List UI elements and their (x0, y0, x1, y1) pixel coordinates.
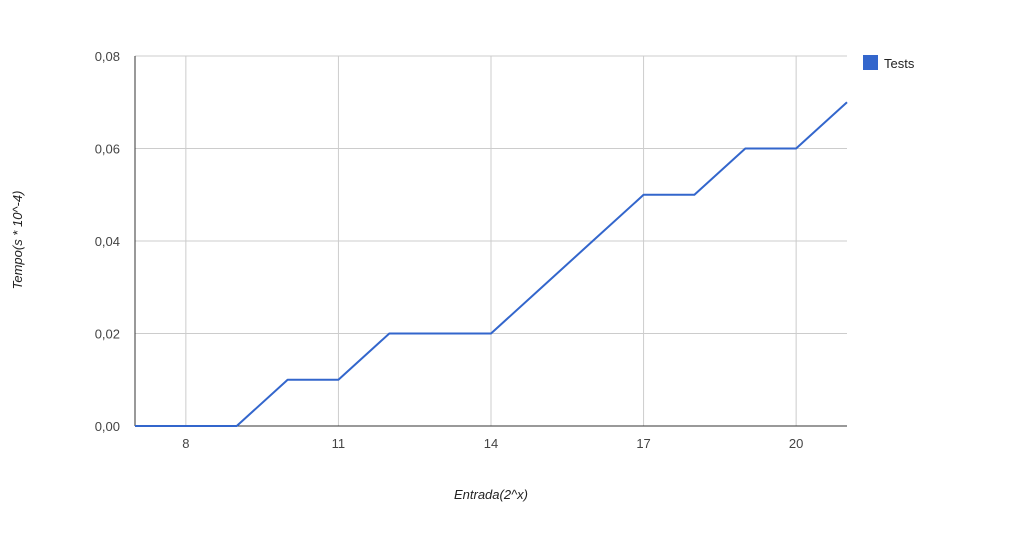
series-line-tests (135, 101, 848, 427)
y-tick-label: 0,00 (95, 419, 120, 434)
y-tick-label: 0,08 (95, 49, 120, 64)
x-tick-label: 11 (332, 436, 346, 451)
y-tick-label: 0,02 (95, 327, 120, 342)
x-tick-label: 8 (182, 436, 189, 451)
x-tick-label: 14 (484, 436, 498, 451)
y-tick-label: 0,06 (95, 142, 120, 157)
legend-label-tests: Tests (884, 56, 915, 71)
series-layer (135, 101, 848, 427)
x-tick-label: 20 (789, 436, 803, 451)
legend: Tests (863, 55, 915, 71)
tick-labels: 0,00 0,02 0,04 0,06 0,08 8 11 14 17 20 (95, 49, 804, 451)
axes (134, 56, 847, 427)
gridlines (135, 55, 847, 426)
y-axis-title: Tempo(s * 10^-4) (10, 191, 25, 290)
legend-swatch-tests (863, 55, 878, 70)
x-axis-title: Entrada(2^x) (454, 487, 528, 502)
y-tick-label: 0,04 (95, 234, 120, 249)
x-tick-label: 17 (636, 436, 650, 451)
